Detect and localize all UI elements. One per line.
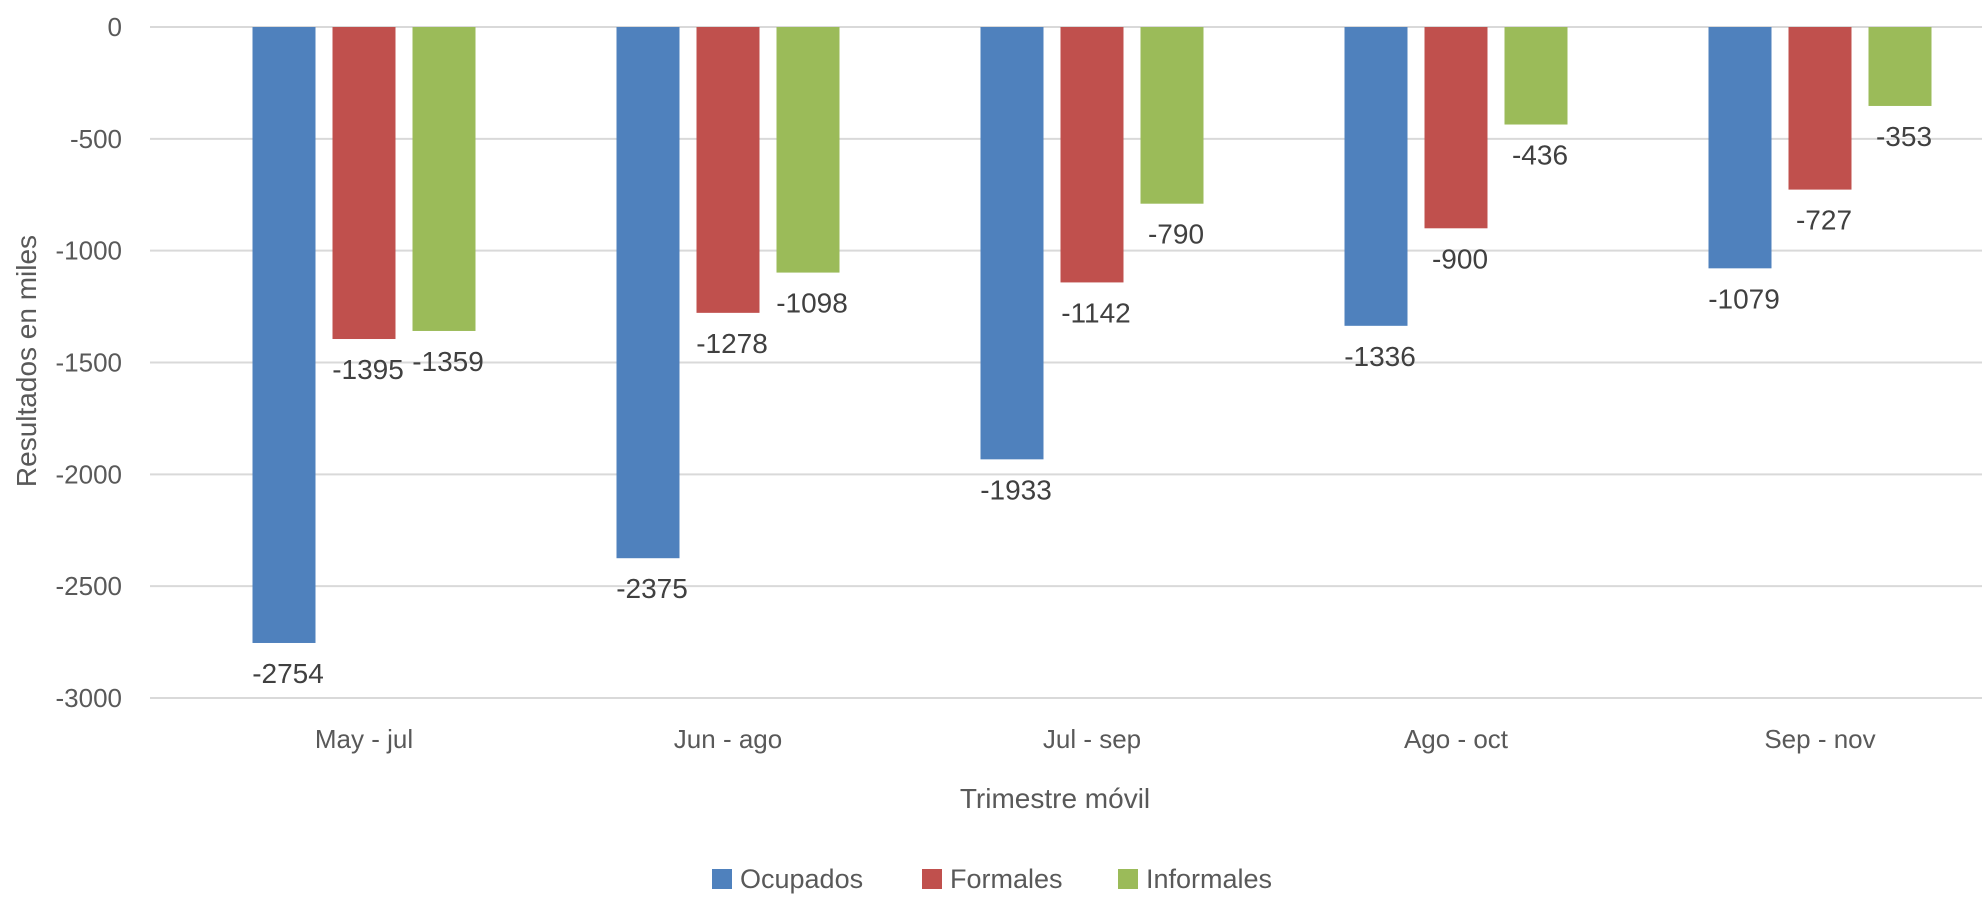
bar-informales xyxy=(1868,27,1932,106)
x-tick-label: Jul - sep xyxy=(1043,724,1141,754)
legend-label-ocupados: Ocupados xyxy=(740,864,863,894)
y-axis-title: Resultados en miles xyxy=(11,235,42,487)
bar-ocupados xyxy=(616,27,680,559)
data-label-formales: -1142 xyxy=(1061,297,1131,328)
y-tick-label: -500 xyxy=(70,124,122,154)
data-label-ocupados: -2754 xyxy=(252,658,324,689)
data-label-informales: -1098 xyxy=(776,288,848,319)
x-axis-ticks: May - jul Jun - ago Jul - sep Ago - oct Sep … xyxy=(315,724,1876,754)
data-label-informales: -1359 xyxy=(412,346,484,377)
data-label-informales: -353 xyxy=(1876,121,1932,152)
data-label-ocupados: -1933 xyxy=(980,474,1052,505)
bar-ocupados xyxy=(980,27,1044,460)
bar-ocupados xyxy=(1344,27,1408,326)
bar-ocupados xyxy=(1708,27,1772,269)
bar-informales xyxy=(412,27,476,331)
legend-label-formales: Formales xyxy=(950,864,1063,894)
y-tick-label: -1000 xyxy=(56,236,123,266)
x-tick-label: May - jul xyxy=(315,724,413,754)
legend-swatch-informales xyxy=(1118,869,1138,889)
x-axis-title: Trimestre móvil xyxy=(960,783,1150,814)
bars xyxy=(252,27,1932,643)
y-tick-label: -3000 xyxy=(56,683,123,713)
bar-formales xyxy=(1788,27,1852,190)
bar-informales xyxy=(1504,27,1568,125)
y-tick-label: -2000 xyxy=(56,459,123,489)
bar-informales xyxy=(1140,27,1204,204)
bar-ocupados xyxy=(252,27,316,643)
data-label-informales: -436 xyxy=(1512,140,1568,171)
data-label-ocupados: -1079 xyxy=(1708,283,1780,314)
legend-label-informales: Informales xyxy=(1146,864,1272,894)
legend-swatch-ocupados xyxy=(712,869,732,889)
y-tick-label: -1500 xyxy=(56,348,123,378)
bar-formales xyxy=(332,27,396,340)
data-label-informales: -790 xyxy=(1148,219,1204,250)
x-tick-label: Ago - oct xyxy=(1404,724,1509,754)
bar-formales xyxy=(1424,27,1488,229)
data-label-formales: -1395 xyxy=(332,354,404,385)
legend: Ocupados Formales Informales xyxy=(712,864,1272,894)
bar-formales xyxy=(1060,27,1124,283)
bar-informales xyxy=(776,27,840,273)
data-label-formales: -1278 xyxy=(696,328,768,359)
legend-swatch-formales xyxy=(922,869,942,889)
data-label-formales: -900 xyxy=(1432,243,1488,274)
y-tick-label: 0 xyxy=(108,12,122,42)
data-label-formales: -727 xyxy=(1796,205,1852,236)
bar-formales xyxy=(696,27,760,313)
data-labels: -2754 -1395 -1359 -2375 -1278 -1098 -1933 -1142… xyxy=(252,121,1932,689)
x-tick-label: Jun - ago xyxy=(674,724,782,754)
y-axis-ticks: 0 -500 -1000 -1500 -2000 -2500 -3000 xyxy=(56,12,123,713)
data-label-ocupados: -2375 xyxy=(616,573,688,604)
data-label-ocupados: -1336 xyxy=(1344,341,1416,372)
x-tick-label: Sep - nov xyxy=(1764,724,1875,754)
y-tick-label: -2500 xyxy=(56,571,123,601)
